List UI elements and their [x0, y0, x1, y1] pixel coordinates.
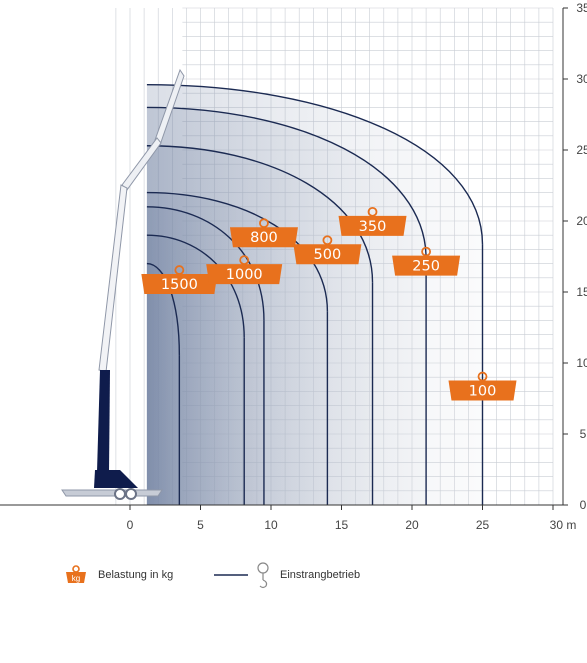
weight-tag: 800 [229, 218, 298, 248]
weight-tag: 100 [448, 371, 517, 401]
envelope-lines [146, 83, 484, 505]
envelope-area [146, 84, 483, 506]
y-tick-label: 30 [576, 72, 587, 86]
kg-icon-text: kg [72, 574, 80, 583]
envelope-curve [146, 106, 427, 259]
wheel [114, 488, 126, 500]
base [94, 470, 138, 488]
weight-tag: 250 [392, 246, 461, 276]
envelope-curve [146, 83, 484, 245]
weight-label: 1500 [161, 277, 198, 293]
x-tick-label: 25 [476, 518, 490, 532]
weight-tag: 1000 [206, 255, 283, 285]
weight-tag: 500 [293, 235, 362, 265]
hook-icon [257, 562, 269, 589]
weight-label: 500 [314, 247, 342, 263]
legend-item-load: kg Belastung in kg [62, 560, 173, 590]
y-tick-label: 10 [576, 356, 587, 370]
y-tick-label: 35 [576, 1, 587, 15]
weight-tag: 1500 [141, 265, 218, 295]
mast [97, 370, 110, 472]
envelope-curve [146, 191, 329, 312]
x-tick-label: 10 [264, 518, 278, 532]
weight-tags: 1500 1000 800 500 350 250 100 [141, 206, 517, 401]
weight-label: 1000 [226, 267, 263, 283]
y-tick-label: 20 [576, 214, 587, 228]
y-tick-label: 0 [580, 498, 587, 512]
trailer-frame [61, 489, 163, 497]
boom-lower [98, 184, 128, 373]
area-fills [146, 84, 483, 506]
wheel [125, 488, 137, 500]
y-tick-label: 5 [580, 427, 587, 441]
weight-tag: 350 [338, 206, 407, 236]
x-tick-label: 30 m [550, 518, 577, 532]
weight-label: 350 [359, 219, 387, 235]
weight-label: 800 [250, 230, 278, 246]
legend-label-load: Belastung in kg [98, 569, 174, 581]
legend-label-line: Einstrangbetrieb [280, 569, 361, 581]
legend-item-line: Einstrangbetrieb [214, 560, 360, 590]
envelope-curve [146, 234, 245, 338]
kg-weight-icon: kg [66, 565, 86, 583]
envelope-curve [146, 145, 374, 283]
x-tick-label: 15 [335, 518, 349, 532]
weight-label: 250 [412, 259, 440, 275]
crane-illustration [61, 68, 185, 500]
y-tick-label: 15 [576, 285, 587, 299]
x-tick-label: 0 [127, 518, 134, 532]
x-tick-label: 20 [405, 518, 419, 532]
y-tick-label: 25 [576, 143, 587, 157]
line-icon [214, 574, 248, 576]
weight-label: 100 [469, 384, 497, 400]
x-tick-label: 5 [197, 518, 204, 532]
envelope-curve [146, 206, 265, 321]
